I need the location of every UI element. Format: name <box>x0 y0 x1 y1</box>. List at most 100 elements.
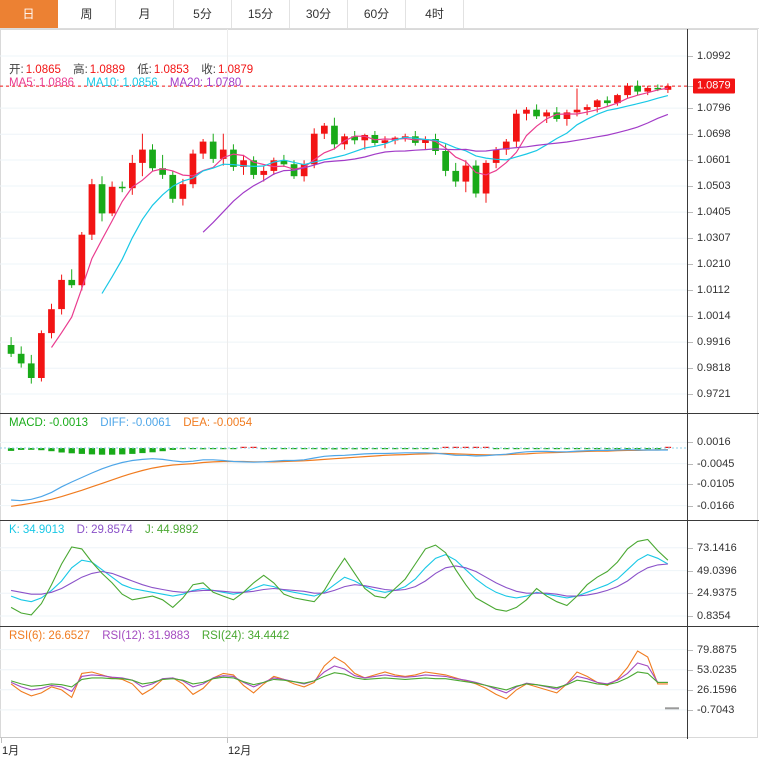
timeframe-tabbar[interactable]: 日 周 月 5分 15分 30分 60分 4时 <box>0 0 759 29</box>
kdj-legend: K: 34.9013 D: 29.8574 J: 44.9892 <box>9 524 207 536</box>
macd-bar <box>422 448 429 450</box>
candle <box>543 112 550 117</box>
price-panel[interactable]: 开: 1.0865 高: 1.0889 低: 1.0853 收: 1.0879 MA5:… <box>0 29 759 413</box>
rsi24-label: RSI(24): <box>201 630 245 642</box>
macd-bar <box>563 448 571 450</box>
tab-5min[interactable]: 5分 <box>174 0 232 28</box>
tab-60min[interactable]: 60分 <box>348 0 406 28</box>
candle <box>219 149 227 159</box>
axis-tick <box>688 505 693 507</box>
axis-tick-label: -0.0105 <box>697 478 735 491</box>
tab-4hour[interactable]: 4时 <box>406 0 464 28</box>
ma5-value: 1.0886 <box>38 77 75 89</box>
candle <box>442 151 449 171</box>
candle <box>513 113 520 142</box>
candle <box>78 234 86 286</box>
tab-day[interactable]: 日 <box>0 0 58 28</box>
rsi-panel[interactable]: RSI(6): 26.6527 RSI(12): 31.9883 RSI(24): 3… <box>0 627 759 737</box>
date-tick-dec <box>227 738 228 743</box>
candle <box>462 165 470 182</box>
ma5-line <box>51 87 669 348</box>
axis-tick <box>688 616 693 617</box>
axis-tick <box>688 264 693 265</box>
kdj-j-label: J: <box>144 524 154 536</box>
kdj-d-value: 29.8574 <box>91 524 133 536</box>
rsi-line <box>10 671 668 691</box>
candle <box>159 168 166 175</box>
kdj-plot[interactable] <box>0 521 687 626</box>
axis-tick <box>688 669 693 671</box>
macd-bar <box>38 448 45 451</box>
macd-panel[interactable]: MACD: -0.0013 DIFF: -0.0061 DEA: -0.0054 0.… <box>0 414 759 520</box>
axis-tick <box>688 86 693 88</box>
axis-tick-label: 1.0210 <box>697 258 731 270</box>
axis-tick-label: 1.0112 <box>697 284 730 296</box>
ma10-value: 1.0856 <box>122 77 158 89</box>
candle <box>68 279 76 286</box>
axis-tick-label: -0.7043 <box>697 703 735 716</box>
candle <box>523 109 530 114</box>
low-value: 1.0853 <box>153 64 190 76</box>
macd-bar <box>371 448 378 450</box>
candle <box>179 184 187 199</box>
macd-bar <box>634 448 641 450</box>
macd-bar <box>594 448 601 450</box>
macd-value: -0.0013 <box>49 417 89 429</box>
rsi-plot[interactable] <box>0 627 687 737</box>
candle <box>27 363 35 378</box>
macd-bar <box>109 448 116 455</box>
candle <box>583 107 591 110</box>
axis-tick-label: 1.0405 <box>697 206 731 219</box>
axis-tick <box>688 484 693 486</box>
candle <box>563 112 571 119</box>
macd-bar <box>149 448 156 453</box>
ma20-value: 1.0780 <box>206 77 242 89</box>
axis-tick <box>688 160 693 161</box>
chart-container[interactable]: 开: 1.0865 高: 1.0889 低: 1.0853 收: 1.0879 MA5:… <box>0 29 759 757</box>
tab-30min[interactable]: 30分 <box>290 0 348 28</box>
ma5-label: MA5: <box>9 77 36 89</box>
candle <box>664 86 672 90</box>
candle <box>604 100 611 104</box>
candle <box>139 149 146 163</box>
rsi6-label: RSI(6): <box>9 630 46 642</box>
macd-bar <box>311 448 318 450</box>
rsi-axis: 79.8875 53.0235 26.1596 -0.7043 <box>687 627 759 737</box>
candle <box>351 136 358 141</box>
macd-bar <box>119 448 126 455</box>
kdj-rsi-divider <box>0 626 759 627</box>
macd-bar <box>48 448 55 452</box>
macd-bar <box>462 446 469 448</box>
tab-15min[interactable]: 15分 <box>232 0 290 28</box>
macd-bar <box>644 448 651 450</box>
tabbar-filler <box>464 0 759 28</box>
macd-plot[interactable] <box>0 414 687 520</box>
axis-tick <box>688 593 693 595</box>
diff-value: -0.0061 <box>132 417 172 429</box>
ohlc-legend: 开: 1.0865 高: 1.0889 低: 1.0853 收: 1.0879 <box>9 61 262 77</box>
macd-dea-line <box>11 449 668 507</box>
candle <box>310 133 318 165</box>
macd-bar <box>351 448 358 450</box>
open-label: 开: <box>9 64 24 76</box>
macd-bar <box>493 448 500 450</box>
tab-month[interactable]: 月 <box>116 0 174 28</box>
macd-bar <box>452 446 459 448</box>
tab-week[interactable]: 周 <box>58 0 116 28</box>
macd-bar <box>78 448 85 454</box>
macd-bar <box>523 448 530 450</box>
axis-tick-label: 49.0396 <box>697 564 737 577</box>
axis-tick <box>688 238 693 240</box>
macd-bar <box>270 448 277 450</box>
axis-tick-label: 26.1596 <box>697 683 737 696</box>
axis-tick <box>688 108 693 110</box>
axis-tick-label: 1.0307 <box>697 232 731 245</box>
candle <box>250 160 257 175</box>
macd-bar <box>98 448 106 455</box>
macd-bar <box>321 448 328 450</box>
kdj-panel[interactable]: K: 34.9013 D: 29.8574 J: 44.9892 73.1416 49.… <box>0 521 759 626</box>
price-plot[interactable] <box>0 29 687 413</box>
candle <box>209 141 217 159</box>
candle <box>634 85 641 92</box>
close-label: 收: <box>201 64 216 76</box>
